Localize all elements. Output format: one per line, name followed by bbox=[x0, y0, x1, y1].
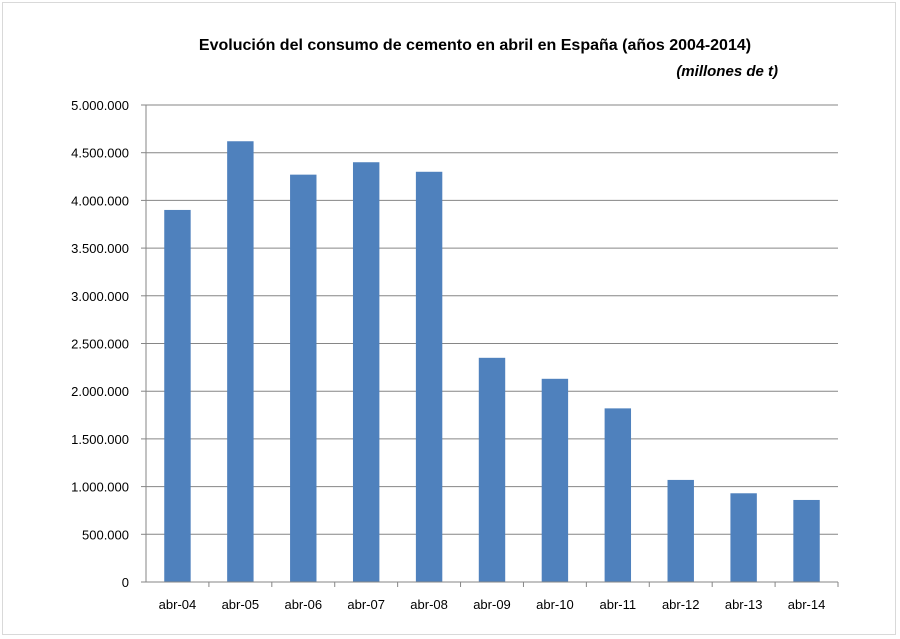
y-tick-label: 2.500.000 bbox=[71, 337, 129, 352]
bar-abr-07 bbox=[352, 162, 380, 583]
bar-abr-04 bbox=[164, 209, 191, 582]
bar-abr-11 bbox=[604, 408, 632, 582]
bar-abr-10 bbox=[541, 378, 569, 582]
bar-abr-08 bbox=[415, 171, 443, 582]
x-tick-label: abr-11 bbox=[600, 597, 637, 612]
x-tick-label: abr-05 bbox=[222, 597, 260, 612]
x-tick-label: abr-09 bbox=[473, 597, 511, 612]
y-tick-label: 2.000.000 bbox=[71, 384, 129, 399]
x-axis-ticks: abr-04 abr-05 abr-06 abr-07 abr-08 abr-09 abr-… bbox=[159, 582, 839, 612]
y-tick-label: 0 bbox=[122, 575, 129, 590]
x-tick-label: abr-04 bbox=[159, 597, 197, 612]
y-tick-label: 5.000.000 bbox=[71, 98, 129, 113]
y-tick-label: 1.500.000 bbox=[71, 432, 129, 447]
bar-abr-13 bbox=[730, 493, 757, 582]
y-tick-label: 4.000.000 bbox=[71, 193, 129, 208]
x-tick-label: abr-12 bbox=[662, 597, 700, 612]
x-tick-label: abr-14 bbox=[788, 597, 826, 612]
bar-abr-14 bbox=[793, 499, 820, 582]
y-tick-label: 1.000.000 bbox=[71, 480, 129, 495]
y-tick-label: 3.000.000 bbox=[71, 289, 129, 304]
x-tick-label: abr-10 bbox=[536, 597, 574, 612]
bars bbox=[164, 141, 820, 583]
chart-title: Evolución del consumo de cemento en abri… bbox=[199, 37, 751, 54]
x-tick-label: abr-06 bbox=[284, 597, 322, 612]
chart-subtitle: (millones de t) bbox=[676, 63, 778, 80]
x-tick-label: abr-07 bbox=[347, 597, 385, 612]
y-tick-label: 500.000 bbox=[82, 527, 129, 542]
bar-abr-05 bbox=[227, 141, 254, 582]
bar-abr-06 bbox=[290, 174, 317, 582]
y-tick-label: 4.500.000 bbox=[71, 146, 129, 161]
y-tick-label: 3.500.000 bbox=[71, 241, 129, 256]
bar-abr-09 bbox=[478, 357, 506, 582]
bar-abr-12 bbox=[667, 479, 694, 582]
y-axis-ticks: 0 500.000 1.000.000 1.500.000 2.000.000 2.500… bbox=[71, 98, 146, 590]
x-tick-label: abr-13 bbox=[725, 597, 763, 612]
gridlines bbox=[146, 104, 838, 535]
x-tick-label: abr-08 bbox=[410, 597, 448, 612]
